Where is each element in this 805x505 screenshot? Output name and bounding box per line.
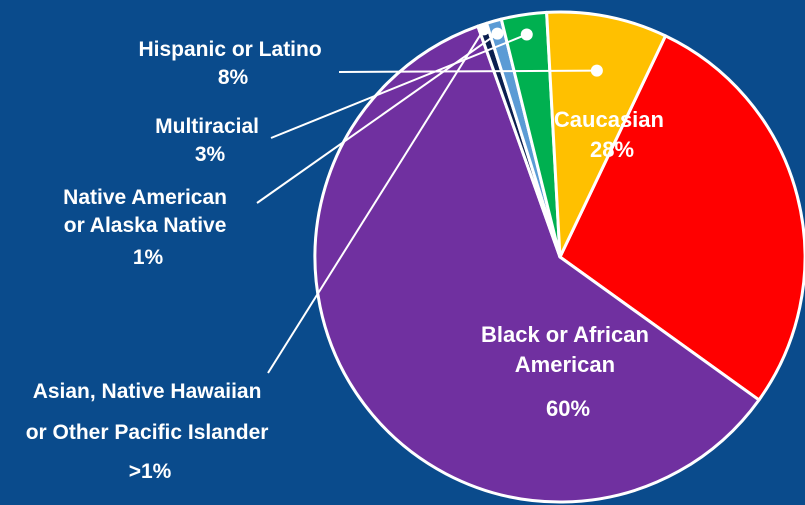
label-black-line-2: American <box>515 352 615 377</box>
label-native-value: 1% <box>133 246 164 269</box>
label-caucasian: Caucasian 28% <box>554 107 670 162</box>
pie-slices <box>313 10 805 504</box>
label-black-african-american: Black or African American 60% <box>481 322 655 421</box>
label-native-line-1: Native American <box>63 186 227 209</box>
label-multiracial-line-1: Multiracial <box>155 115 259 138</box>
leader-dot-hispanic-or-latino <box>590 64 603 77</box>
label-asian-value: >1% <box>129 460 172 483</box>
label-asian-pacific-islander: Asian, Native Hawaiian or Other Pacific … <box>26 380 275 483</box>
leader-lines <box>256 23 603 374</box>
leader-dot-asian-native-hawaiian-or-other-pacific-islander <box>477 23 490 36</box>
label-caucasian-line-1: Caucasian <box>554 107 664 132</box>
pie-slice-caucasian <box>558 34 805 402</box>
label-native-line-2: or Alaska Native <box>64 214 227 237</box>
label-caucasian-value: 28% <box>590 137 634 162</box>
leader-dot-native-american-or-alaska-native <box>491 27 504 40</box>
leader-line-hispanic-or-latino <box>338 69 597 73</box>
leader-line-multiracial <box>270 33 528 139</box>
label-hispanic-latino: Hispanic or Latino 8% <box>138 38 327 89</box>
leader-line-asian-native-hawaiian-or-other-pacific-islander <box>267 28 485 374</box>
pie-slice-black-or-african-american <box>313 24 761 504</box>
label-multiracial-value: 3% <box>195 143 226 166</box>
label-native-american: Native American or Alaska Native 1% <box>63 186 233 269</box>
leader-line-native-american-or-alaska-native <box>256 32 498 204</box>
label-asian-line-1: Asian, Native Hawaiian <box>33 380 262 403</box>
label-hispanic-line-1: Hispanic or Latino <box>138 38 321 61</box>
label-black-value: 60% <box>546 396 590 421</box>
label-hispanic-value: 8% <box>218 66 249 89</box>
leader-dot-multiracial <box>520 28 533 41</box>
label-asian-line-2: or Other Pacific Islander <box>26 421 269 444</box>
label-multiracial: Multiracial 3% <box>155 115 265 166</box>
pie-slice-hispanic-or-latino <box>545 10 667 259</box>
label-black-line-1: Black or African <box>481 322 649 347</box>
